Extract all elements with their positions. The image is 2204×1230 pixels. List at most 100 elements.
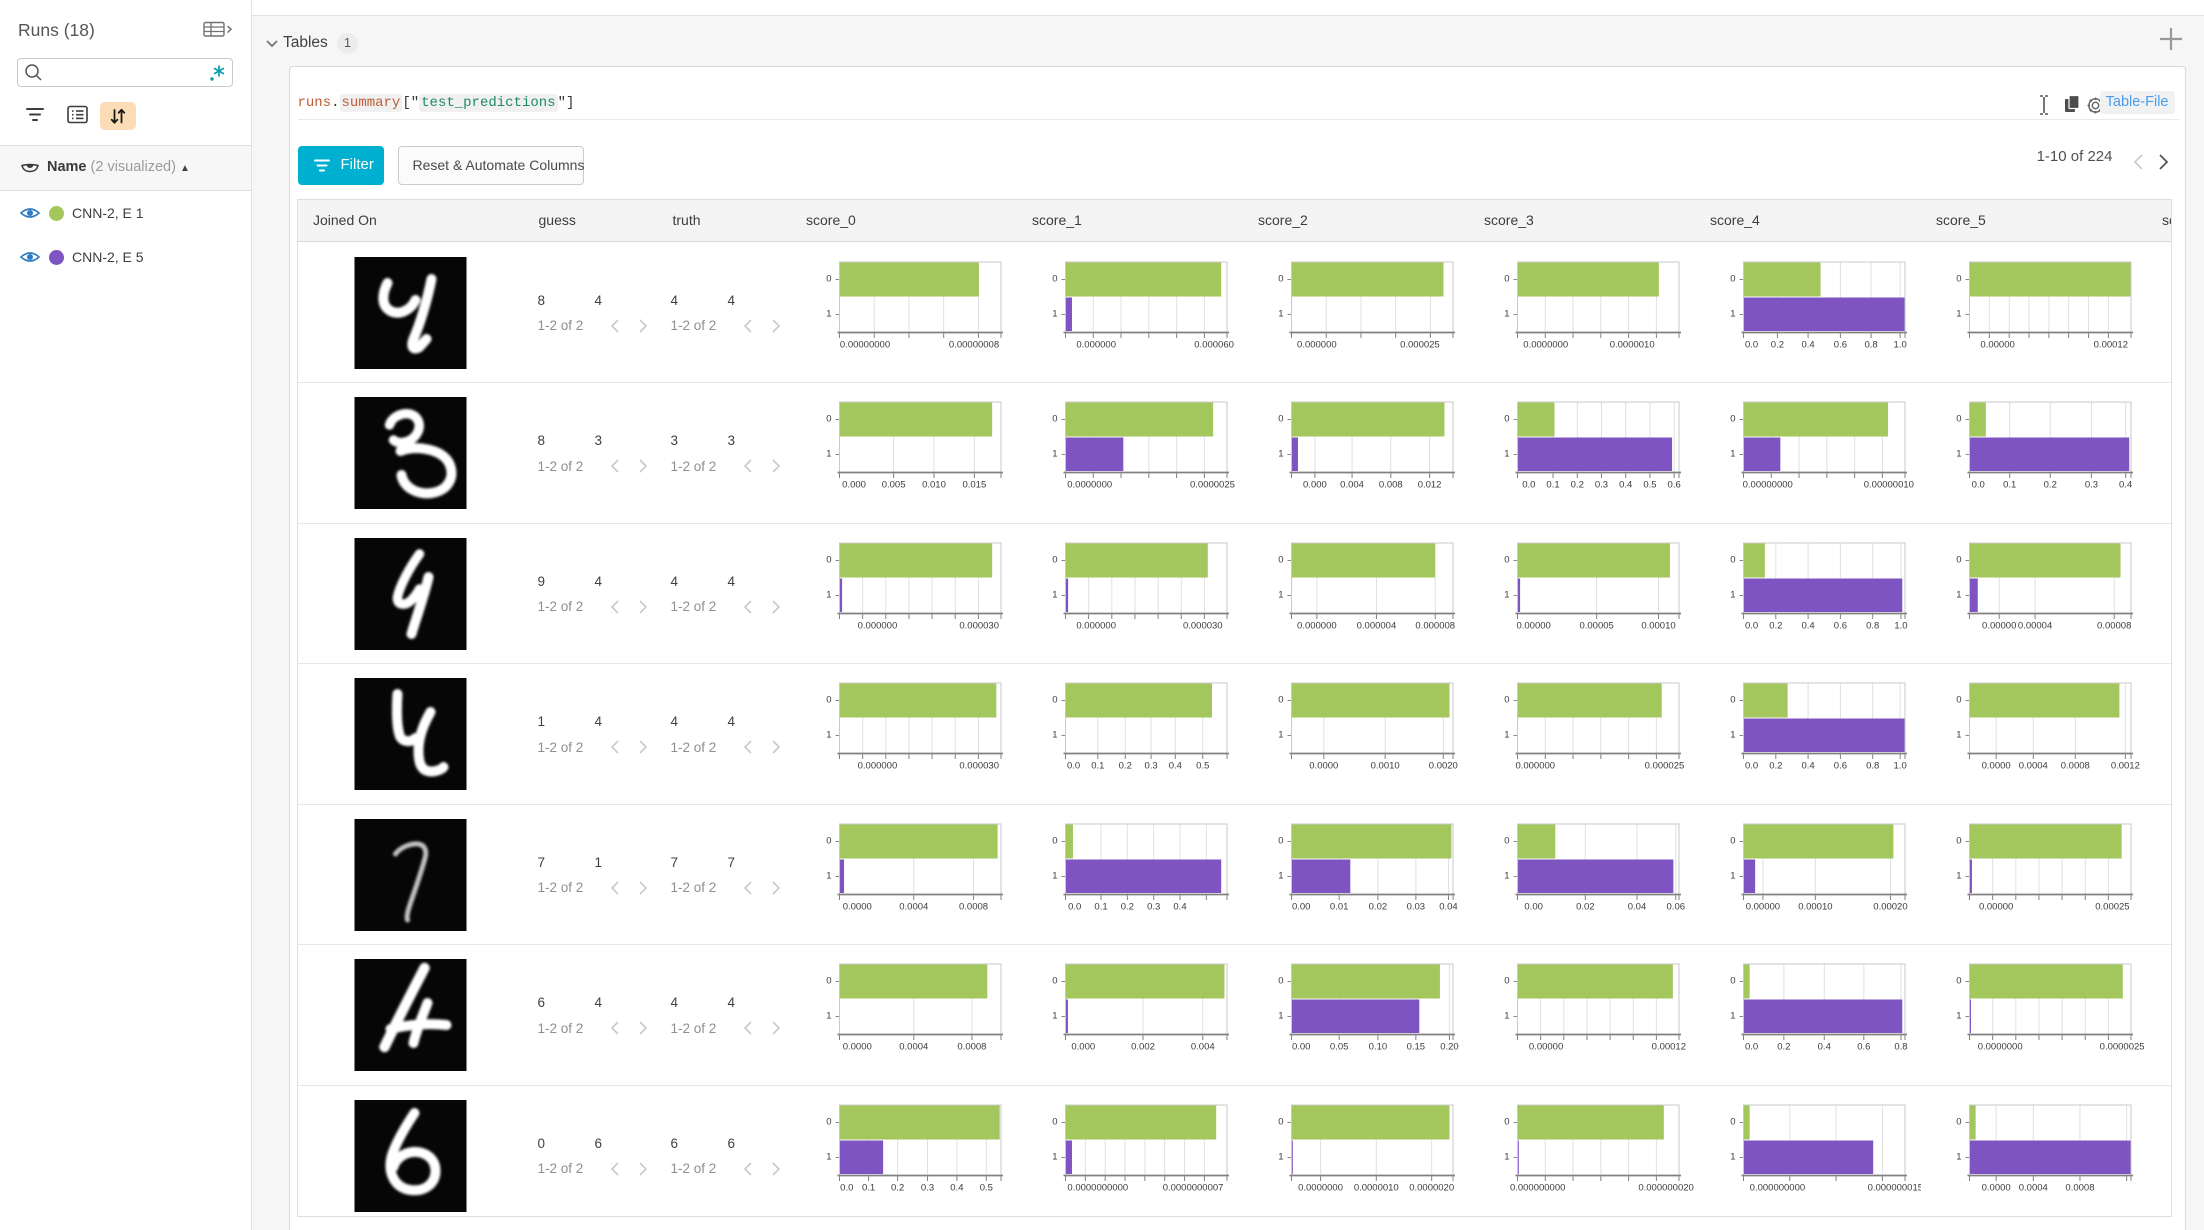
svg-text:0.000060: 0.000060 — [1194, 339, 1234, 350]
svg-text:0.3: 0.3 — [1147, 901, 1160, 912]
svg-text:1: 1 — [1956, 449, 1961, 460]
svg-text:1: 1 — [1730, 870, 1735, 881]
svg-text:0.0000: 0.0000 — [842, 901, 871, 912]
svg-text:0.04: 0.04 — [1439, 901, 1458, 912]
svg-text:0.4: 0.4 — [1619, 480, 1632, 491]
svg-text:0.2: 0.2 — [1777, 1042, 1790, 1053]
svg-text:0.000030: 0.000030 — [959, 761, 999, 772]
svg-text:0: 0 — [1730, 273, 1735, 284]
svg-text:0.2: 0.2 — [891, 1182, 904, 1193]
svg-text:0.000: 0.000 — [1303, 480, 1327, 491]
svg-text:0.0: 0.0 — [1744, 761, 1757, 772]
svg-text:1: 1 — [1052, 589, 1057, 600]
svg-text:0.00000: 0.00000 — [1528, 1042, 1562, 1053]
svg-text:1: 1 — [1730, 308, 1735, 319]
svg-text:0.000000: 0.000000 — [857, 620, 897, 631]
svg-text:0: 0 — [1052, 554, 1057, 565]
svg-text:0: 0 — [1052, 414, 1057, 425]
svg-text:0.2: 0.2 — [2043, 480, 2056, 491]
svg-text:1: 1 — [1052, 870, 1057, 881]
svg-text:1: 1 — [1730, 589, 1735, 600]
svg-text:0.00000: 0.00000 — [1980, 339, 2014, 350]
svg-text:0.000030: 0.000030 — [1182, 620, 1222, 631]
svg-text:1: 1 — [1278, 1151, 1283, 1162]
svg-text:0.00020: 0.00020 — [1873, 901, 1907, 912]
svg-text:1: 1 — [1052, 730, 1057, 741]
svg-text:0: 0 — [1052, 273, 1057, 284]
svg-text:1: 1 — [1278, 1011, 1283, 1022]
svg-text:0.00000: 0.00000 — [1978, 901, 2012, 912]
svg-text:1: 1 — [1052, 1151, 1057, 1162]
svg-text:0.2: 0.2 — [1118, 761, 1131, 772]
svg-text:0.000000: 0.000000 — [1076, 339, 1116, 350]
svg-text:1: 1 — [1730, 449, 1735, 460]
svg-text:1: 1 — [1504, 589, 1509, 600]
svg-text:0.0: 0.0 — [1744, 1042, 1757, 1053]
svg-text:0.000000020: 0.000000020 — [1638, 1182, 1693, 1193]
svg-text:0.0000025: 0.0000025 — [2099, 1042, 2144, 1053]
svg-text:0.2: 0.2 — [1769, 620, 1782, 631]
svg-text:0.0000: 0.0000 — [1309, 761, 1338, 772]
svg-text:1: 1 — [826, 1151, 831, 1162]
svg-text:0: 0 — [1278, 835, 1283, 846]
svg-text:0: 0 — [1956, 1116, 1961, 1127]
svg-text:0.00008: 0.00008 — [2097, 620, 2131, 631]
svg-text:0.00: 0.00 — [1524, 901, 1543, 912]
svg-text:0.0000: 0.0000 — [1981, 1182, 2010, 1193]
svg-text:0.4: 0.4 — [1801, 620, 1814, 631]
svg-text:0.00000008: 0.00000008 — [948, 339, 998, 350]
svg-text:0.0020: 0.0020 — [1428, 761, 1457, 772]
svg-text:0.06: 0.06 — [1666, 901, 1685, 912]
svg-text:0.000000: 0.000000 — [857, 761, 897, 772]
svg-text:0: 0 — [1504, 1116, 1509, 1127]
svg-text:0.000000: 0.000000 — [1515, 761, 1555, 772]
svg-text:0: 0 — [826, 273, 831, 284]
svg-text:0.0012: 0.0012 — [2110, 761, 2139, 772]
svg-text:0: 0 — [1278, 976, 1283, 987]
svg-text:0: 0 — [826, 554, 831, 565]
svg-text:0.8: 0.8 — [1866, 620, 1879, 631]
svg-text:0.002: 0.002 — [1131, 1042, 1155, 1053]
svg-text:0.000008: 0.000008 — [1415, 620, 1455, 631]
svg-text:0: 0 — [1052, 835, 1057, 846]
svg-text:0.000000000: 0.000000000 — [1509, 1182, 1564, 1193]
svg-text:0.00000: 0.00000 — [1745, 901, 1779, 912]
svg-text:0: 0 — [1052, 695, 1057, 706]
svg-text:0.0008: 0.0008 — [959, 901, 988, 912]
svg-text:0.000000: 0.000000 — [1297, 339, 1337, 350]
svg-text:0.008: 0.008 — [1378, 480, 1402, 491]
svg-text:1: 1 — [1278, 730, 1283, 741]
svg-text:0: 0 — [1730, 414, 1735, 425]
svg-text:1: 1 — [826, 308, 831, 319]
svg-text:0.0: 0.0 — [1744, 339, 1757, 350]
svg-text:0.0000000: 0.0000000 — [1977, 1042, 2022, 1053]
svg-text:0.15: 0.15 — [1406, 1042, 1425, 1053]
svg-text:0.8: 0.8 — [1864, 339, 1877, 350]
svg-text:0.0: 0.0 — [1066, 761, 1079, 772]
svg-text:1: 1 — [1504, 449, 1509, 460]
svg-text:0: 0 — [1956, 835, 1961, 846]
svg-text:0.5: 0.5 — [1196, 761, 1209, 772]
svg-text:0.0: 0.0 — [1744, 620, 1757, 631]
svg-text:0: 0 — [1052, 1116, 1057, 1127]
svg-text:0.0: 0.0 — [1971, 480, 1984, 491]
svg-text:0.4: 0.4 — [1817, 1042, 1830, 1053]
svg-text:0: 0 — [826, 414, 831, 425]
svg-text:0.1: 0.1 — [1091, 761, 1104, 772]
svg-text:1: 1 — [1052, 449, 1057, 460]
svg-text:0.4: 0.4 — [1801, 761, 1814, 772]
svg-text:0.05: 0.05 — [1329, 1042, 1348, 1053]
svg-text:0: 0 — [1278, 414, 1283, 425]
svg-text:0.0004: 0.0004 — [2018, 1182, 2047, 1193]
svg-text:0.0000010: 0.0000010 — [1609, 339, 1654, 350]
svg-text:1: 1 — [1278, 589, 1283, 600]
svg-text:1: 1 — [826, 589, 831, 600]
svg-text:0.1: 0.1 — [2003, 480, 2016, 491]
svg-text:0: 0 — [1278, 695, 1283, 706]
svg-text:0: 0 — [1504, 976, 1509, 987]
svg-text:0.3: 0.3 — [1144, 761, 1157, 772]
svg-text:0.00025: 0.00025 — [2095, 901, 2129, 912]
svg-text:0.8: 0.8 — [1894, 1042, 1907, 1053]
svg-text:1: 1 — [1278, 308, 1283, 319]
svg-text:0.010: 0.010 — [922, 480, 946, 491]
